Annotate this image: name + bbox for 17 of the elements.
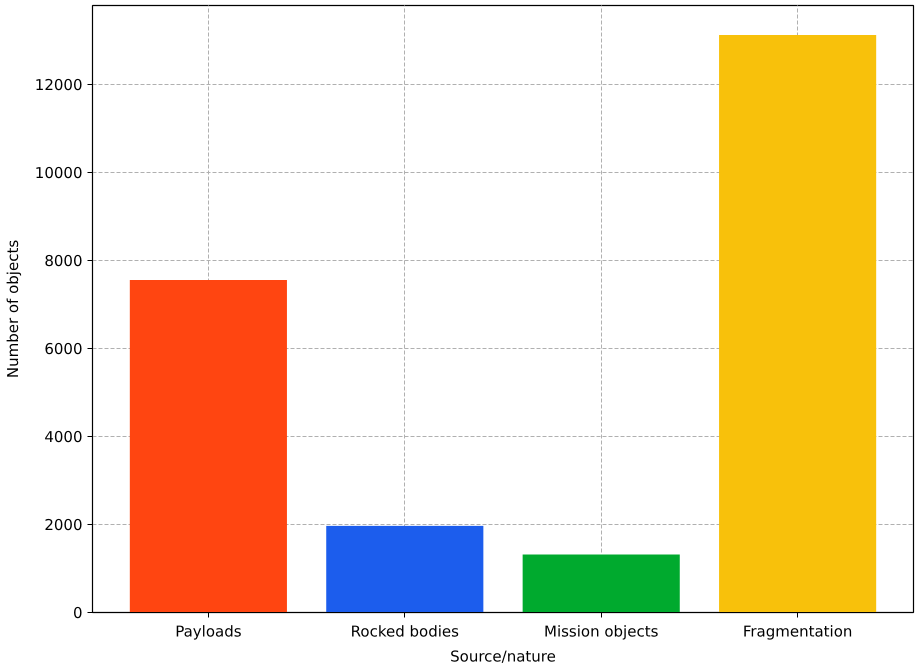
y-tick-label: 2000 [44, 516, 83, 534]
y-tick-label: 8000 [44, 252, 83, 270]
bar [326, 526, 484, 612]
bar [522, 554, 680, 612]
x-tick-label: Rocked bodies [350, 622, 460, 640]
bar [130, 280, 287, 612]
x-tick-label: Mission objects [544, 622, 659, 640]
y-tick-label: 4000 [44, 428, 83, 446]
x-axis-title: Source/nature [450, 648, 556, 666]
x-tick-label: Fragmentation [742, 622, 852, 640]
bar [719, 34, 876, 612]
y-axis-title: Number of objects [4, 240, 22, 378]
y-tick-label: 6000 [44, 340, 83, 358]
x-tick-label: Payloads [175, 622, 242, 640]
y-tick-label: 0 [72, 604, 83, 622]
y-tick-label: 10000 [34, 164, 82, 182]
y-tick-label: 12000 [34, 76, 82, 94]
